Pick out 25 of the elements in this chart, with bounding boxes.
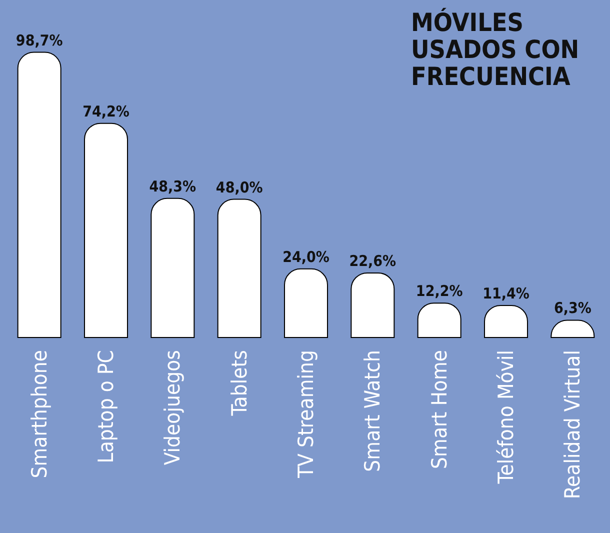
bar (217, 198, 262, 338)
data-label: 22,6% (349, 252, 397, 270)
x-tick-label: Smart Watch (360, 350, 385, 472)
x-tick-label: Smarthphone (27, 350, 52, 478)
bar (350, 272, 395, 338)
data-label: 98,7% (16, 31, 64, 50)
data-label: 48,0% (216, 178, 264, 196)
data-label: 12,2% (416, 282, 464, 300)
x-tick-label: Realidad Virtual (560, 350, 585, 500)
x-tick-label: Videojuegos (160, 350, 185, 466)
x-tick-label: Smart Home (427, 350, 452, 469)
bar (84, 122, 128, 338)
chart-title: MÓVILES USADOS CON FRECUENCIA (411, 7, 587, 91)
x-tick-label: Tablets (227, 350, 252, 417)
x-tick-label: Laptop o PC (94, 350, 118, 464)
data-label: 6,3% (554, 299, 592, 318)
x-tick-label: Teléfono Móvil (494, 350, 518, 485)
data-label: 11,4% (482, 284, 530, 302)
data-label: 74,2% (82, 102, 130, 120)
bar (17, 52, 62, 338)
data-label: 48,3% (149, 177, 197, 196)
bar (284, 268, 328, 338)
bar (150, 198, 195, 338)
x-tick-label: TV Streaming (294, 350, 318, 479)
data-label: 24,0% (282, 248, 330, 266)
